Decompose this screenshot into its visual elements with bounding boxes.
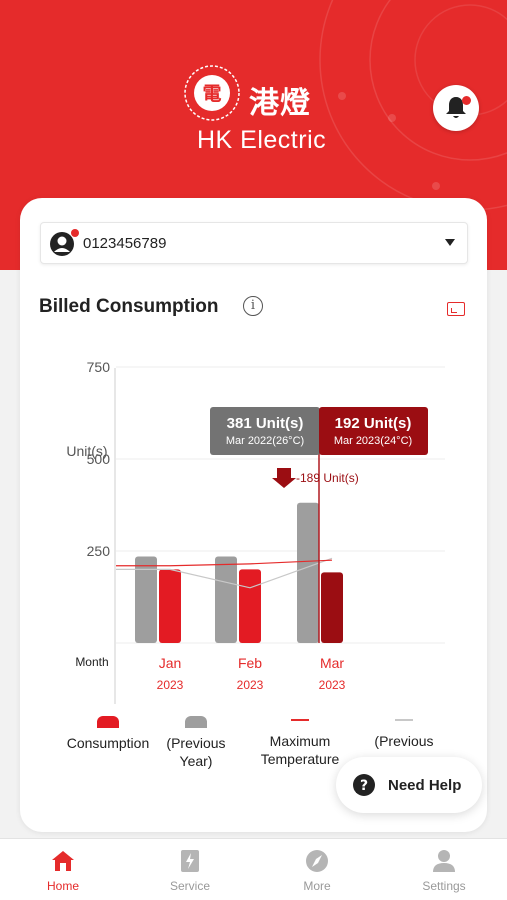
tab-home[interactable]: Home [0, 839, 126, 900]
emblem-char: 電 [202, 83, 221, 105]
y-tick-label: 250 [87, 543, 111, 559]
x-tick-year: 2023 [157, 678, 184, 692]
compass-icon [306, 850, 328, 872]
svg-text:?: ? [360, 778, 368, 794]
legend-swatch [291, 719, 309, 721]
legend-label[interactable]: Maximum Temperature [240, 732, 360, 768]
tab-service-label: Service [169, 879, 210, 893]
tab-service[interactable]: Service [127, 839, 253, 900]
bar-previous-year[interactable] [297, 502, 319, 643]
notification-button[interactable] [433, 85, 479, 131]
tab-more[interactable]: More [254, 839, 380, 900]
bar-previous-year[interactable] [215, 556, 237, 643]
x-tick-month: Feb [238, 655, 262, 671]
legend-label[interactable]: (Previous Year) [136, 734, 256, 770]
home-icon [52, 851, 74, 871]
help-chat-icon: ? [353, 774, 375, 796]
legend-swatch [395, 719, 413, 721]
service-icon [181, 850, 199, 872]
bar-consumption[interactable] [159, 569, 181, 643]
legend-label-line: Temperature [260, 751, 340, 767]
bottom-tab-bar: Home Service More Settings [0, 838, 507, 900]
consumption-card: 0123456789 Billed Consumption i Unit(s) 2… [20, 198, 487, 832]
legend-swatch [185, 716, 207, 728]
brand-name-cjk: 港燈 [249, 86, 311, 121]
x-tick-year: 2023 [319, 678, 346, 692]
bar-consumption[interactable] [321, 572, 343, 643]
tooltip-current-value: 192 Unit(s) [335, 415, 412, 432]
tooltip-previous-box [210, 407, 320, 455]
legend-label-line: (Previous [166, 735, 226, 751]
consumption-chart[interactable]: Unit(s) 250 500 750 Jan 2023 Feb 2023 Mar 2023 Mon… [20, 198, 487, 718]
need-help-label: Need Help [388, 777, 462, 794]
arrow-down-icon [272, 468, 296, 488]
legend-label-line: (Previous [374, 733, 434, 749]
tab-more-label: More [303, 879, 331, 893]
brand-name-en: HK Electric [197, 126, 327, 154]
chart-legend: Consumption (Previous Year) Maximum Temperat… [20, 714, 487, 784]
y-tick-label: 500 [87, 451, 111, 467]
x-tick-month: Mar [320, 655, 344, 671]
line-max-temperature [116, 559, 333, 567]
bar-consumption[interactable] [239, 569, 261, 643]
legend-label[interactable]: (Previous [344, 732, 464, 750]
tooltip-current-caption: Mar 2023(24°C) [334, 435, 412, 447]
legend-swatch [97, 716, 119, 728]
tooltip-current-box [319, 407, 428, 455]
tooltip-previous-value: 381 Unit(s) [227, 415, 304, 432]
x-tick-month: Jan [159, 655, 182, 671]
x-axis-label: Month [75, 655, 108, 669]
need-help-button[interactable]: ? Need Help [336, 757, 482, 813]
tooltip-previous-caption: Mar 2022(26°C) [226, 435, 304, 447]
brand-logo: 電 港燈 HK Electric [183, 64, 333, 160]
account-avatar-icon [50, 232, 74, 256]
legend-label-line: Maximum [269, 733, 331, 749]
expand-chart-icon[interactable] [447, 302, 465, 316]
account-badge [71, 229, 79, 237]
legend-label-line: Year) [179, 753, 213, 769]
legend-label[interactable]: Consumption [48, 734, 168, 752]
person-icon [433, 850, 455, 872]
section-title: Billed Consumption [39, 296, 219, 317]
bar-previous-year[interactable] [135, 556, 157, 643]
brand-emblem-icon: 電 [184, 65, 240, 121]
account-number: 0123456789 [83, 235, 167, 252]
tab-home-label: Home [46, 879, 79, 893]
account-selector[interactable]: 0123456789 [40, 222, 468, 264]
legend-label-line: Consumption [66, 735, 150, 751]
bell-icon [446, 97, 466, 118]
info-icon[interactable]: i [243, 296, 263, 316]
chevron-down-icon [445, 239, 455, 246]
notification-badge [462, 96, 471, 105]
tab-settings[interactable]: Settings [381, 839, 507, 900]
difference-label: -189 Unit(s) [296, 471, 359, 485]
tab-settings-label: Settings [422, 879, 466, 893]
y-tick-label: 750 [87, 359, 111, 375]
line-prev-temperature [116, 557, 333, 589]
x-tick-year: 2023 [237, 678, 264, 692]
y-axis-label: Unit(s) [66, 443, 107, 459]
